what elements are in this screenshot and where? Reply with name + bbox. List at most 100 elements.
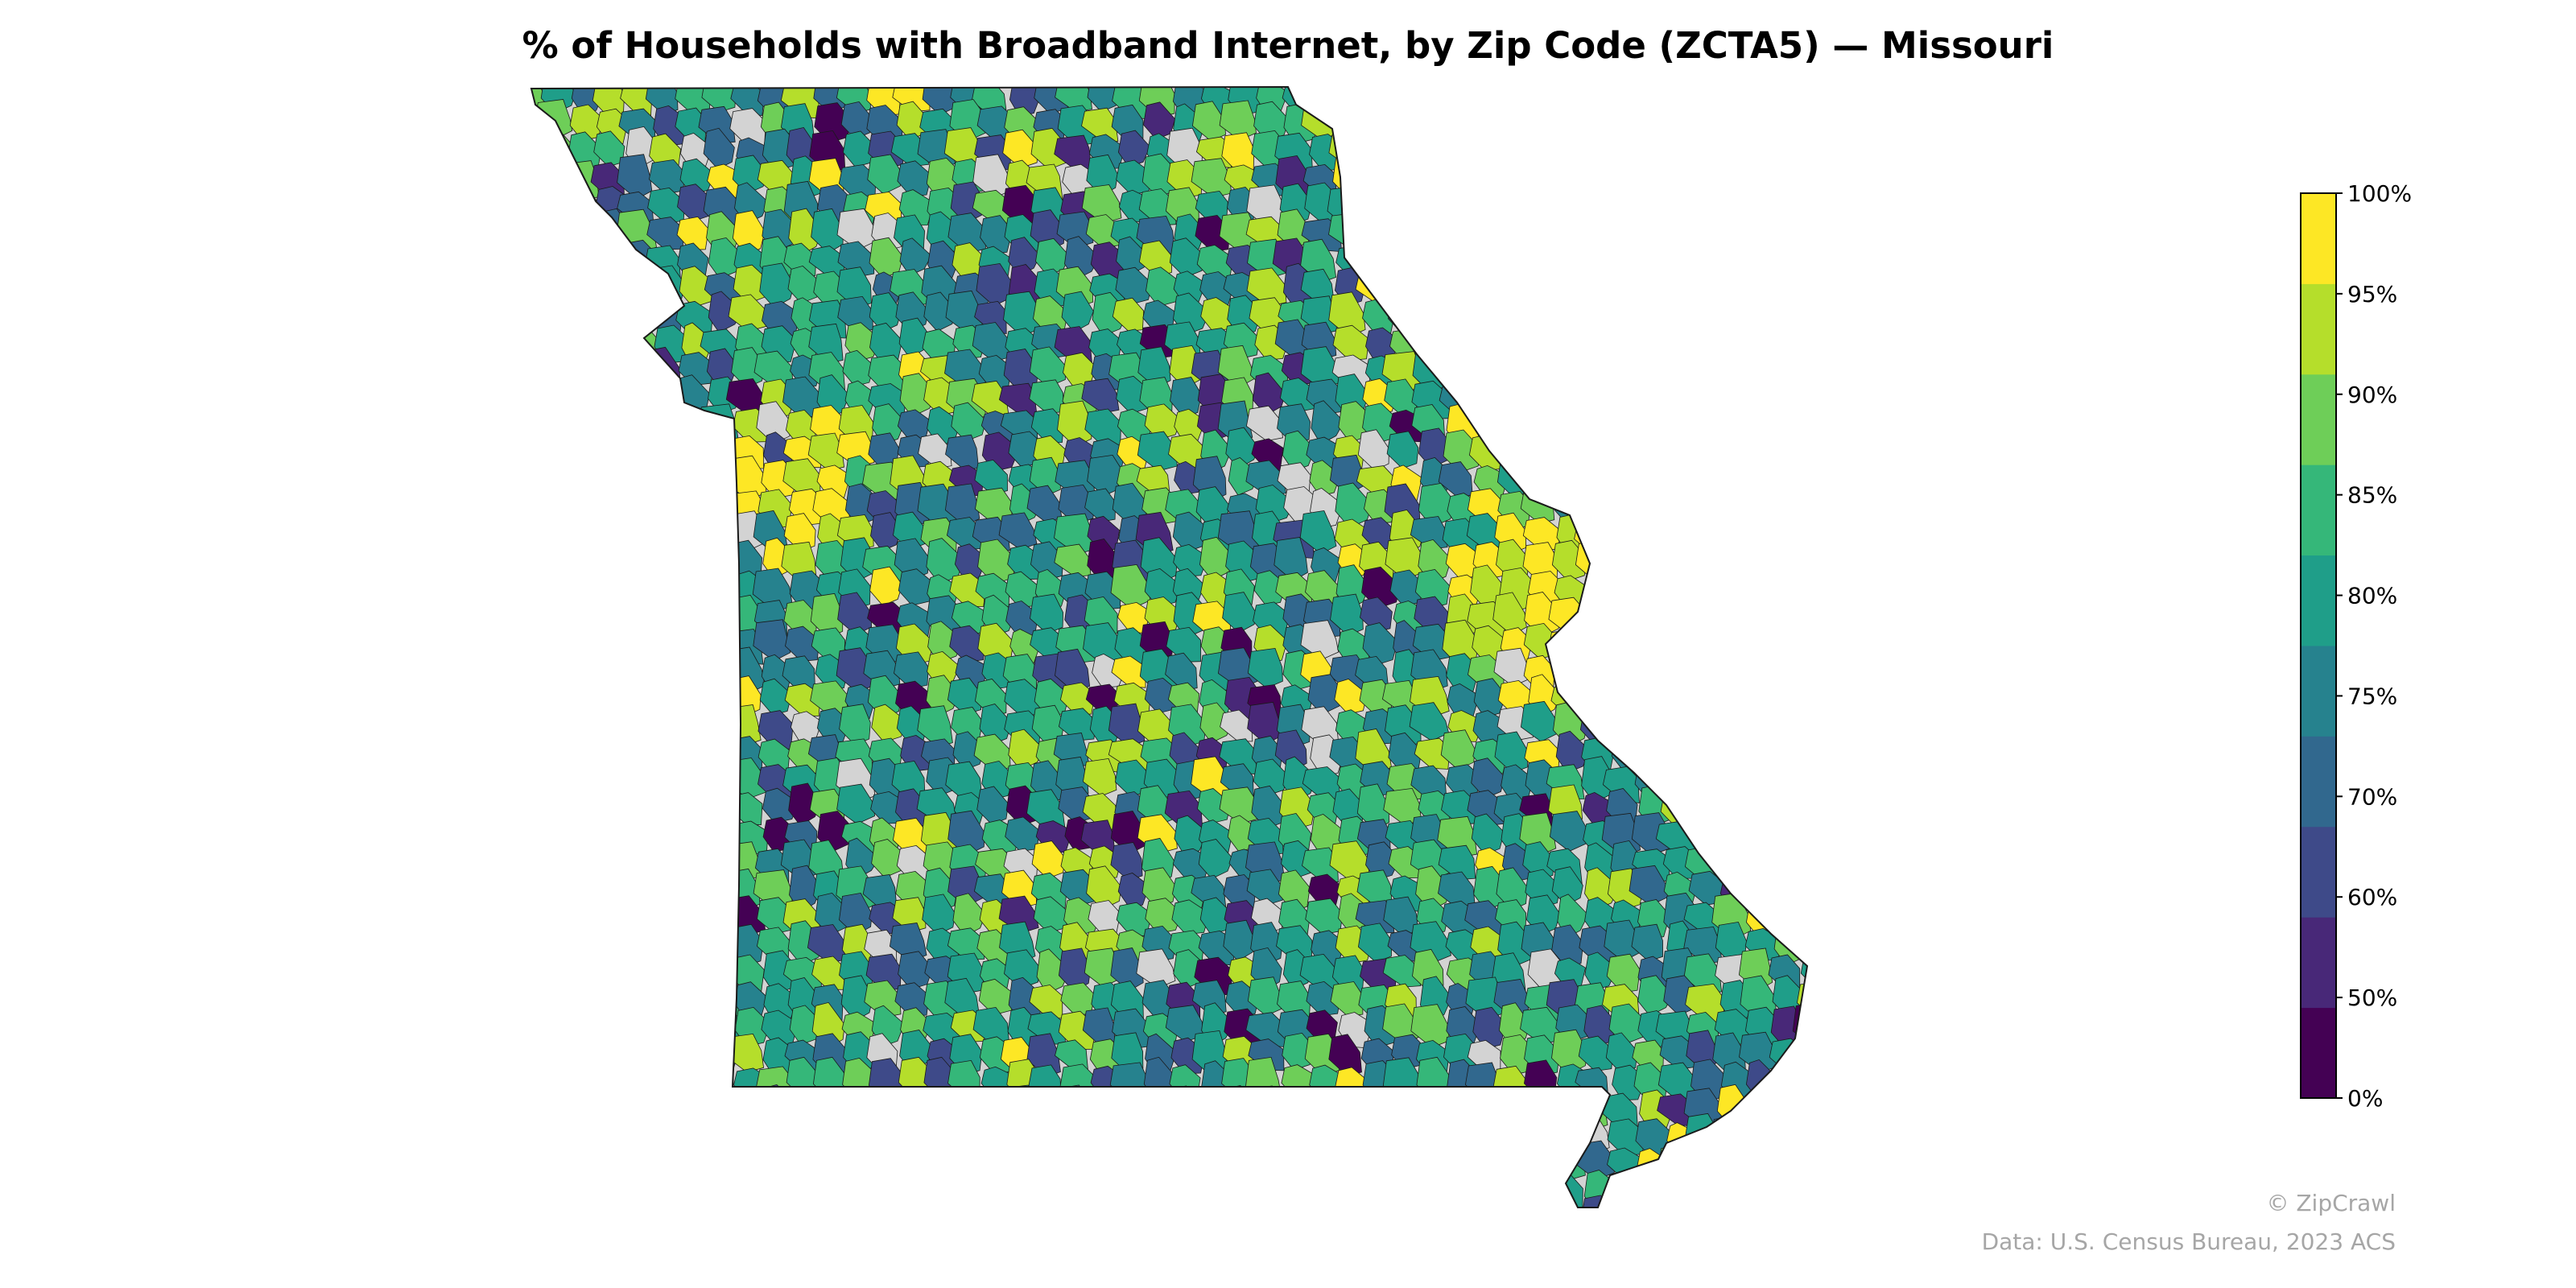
zcta-region: [1170, 377, 1202, 418]
zcta-region: [1418, 482, 1457, 527]
zcta-region: [1225, 427, 1259, 469]
zcta-region: [1111, 655, 1146, 688]
zcta-region: [1471, 813, 1505, 855]
zcta-region: [1252, 372, 1286, 416]
zcta-region: [1494, 731, 1528, 774]
zcta-region: [974, 300, 1007, 334]
zcta-region: [732, 155, 768, 195]
zcta-region: [1081, 184, 1122, 224]
zcta-region: [1057, 400, 1092, 448]
colorbar-ticks: 0% 50% 60% 70% 75% 80% 85% 90% 95% 100%: [2336, 180, 2412, 1112]
zcta-region: [1311, 400, 1344, 445]
zcta-region: [839, 704, 871, 745]
zcta-region: [1386, 431, 1419, 469]
colorbar-frame: [2300, 192, 2337, 1099]
zcta-region: [1330, 981, 1364, 1018]
zcta-region: [836, 431, 875, 468]
zcta-region: [1247, 647, 1283, 689]
zcta-region: [1355, 900, 1395, 935]
missouri-state-outline: [530, 85, 1809, 1208]
zcta-region: [730, 87, 766, 116]
zcta-region: [783, 513, 816, 551]
zcta-region: [1141, 867, 1177, 909]
zcta-region: [1058, 708, 1096, 741]
zcta-region: [1307, 674, 1345, 715]
zcta-region: [1145, 898, 1183, 935]
zcta-region: [1030, 593, 1064, 634]
zcta-region: [952, 893, 986, 937]
zcta-region: [894, 538, 930, 581]
zcta-region: [785, 625, 820, 662]
zcta-region: [759, 262, 795, 308]
zcta-region: [1029, 456, 1061, 497]
zcta-region: [1082, 758, 1117, 797]
zcta-region: [731, 347, 766, 389]
zcta-region: [1472, 1006, 1507, 1050]
colorbar-tick-label: 50%: [2347, 985, 2397, 1011]
zcta-region: [1555, 730, 1590, 774]
zcta-region: [810, 592, 844, 639]
zcta-region: [840, 101, 873, 139]
zcta-region: [1222, 592, 1257, 634]
zcta-region: [864, 980, 902, 1018]
zcta-region: [899, 237, 932, 276]
zcta-region: [1440, 729, 1476, 770]
zcta-region: [1223, 919, 1256, 962]
zcta-region: [1198, 839, 1233, 880]
zcta-region: [1116, 236, 1150, 276]
colorbar-tick-label: 60%: [2347, 884, 2397, 910]
zcta-region: [1362, 622, 1398, 666]
colorbar-segment: [2301, 826, 2336, 918]
zcta-region: [1357, 429, 1389, 471]
colorbar-tick-label: 0%: [2347, 1085, 2383, 1112]
zcta-region: [1334, 679, 1368, 715]
zcta-region: [1414, 737, 1451, 770]
zcta-region: [788, 782, 821, 827]
zcta-region: [1138, 188, 1177, 226]
colorbar-segment: [2301, 464, 2336, 556]
zcta-region: [676, 216, 709, 250]
colorbar-segment: [2301, 646, 2336, 737]
zcta-region: [1245, 405, 1283, 442]
zcta-region: [1631, 923, 1664, 962]
colorbar-segment: [2301, 283, 2336, 375]
zcta-region: [944, 483, 980, 526]
zcta-region: [1171, 899, 1210, 935]
zcta-region: [1253, 101, 1290, 142]
zcta-region: [1282, 430, 1315, 472]
zcta-region: [840, 975, 873, 1022]
zcta-region: [807, 432, 845, 471]
zcta-region: [998, 512, 1038, 551]
zcta-region: [1055, 648, 1091, 693]
zcta-region: [1335, 482, 1373, 529]
zcta-region: [1058, 947, 1092, 993]
zcta-region: [927, 621, 964, 663]
zcta-region: [1084, 488, 1117, 522]
zcta-region: [1274, 537, 1308, 582]
zcta-region: [1059, 682, 1096, 715]
colorbar-segment: [2301, 555, 2336, 646]
zcta-region: [1087, 87, 1120, 113]
zcta-region: [759, 678, 792, 716]
zcta-region: [1578, 1035, 1614, 1071]
zcta-region: [949, 625, 986, 663]
zcta-region: [1330, 593, 1364, 637]
zcta-region: [1410, 516, 1448, 550]
zcta-region: [842, 349, 875, 387]
zcta-region: [974, 459, 1008, 495]
zcta-region: [706, 348, 738, 387]
zcta-region: [1522, 841, 1554, 881]
zcta-region: [703, 127, 735, 170]
zcta-region: [870, 512, 902, 551]
colorbar-tick-label: 70%: [2347, 783, 2397, 810]
zcta-region: [947, 810, 985, 857]
zcta-region: [1110, 842, 1143, 881]
zcta-region: [1361, 566, 1401, 609]
copyright-text: © ZipCrawl: [2266, 1190, 2396, 1216]
zcta-region: [1473, 678, 1507, 718]
zcta-region: [1117, 130, 1150, 167]
zcta-region: [871, 704, 908, 743]
zcta-region: [784, 683, 821, 717]
zcta-region: [837, 592, 873, 636]
